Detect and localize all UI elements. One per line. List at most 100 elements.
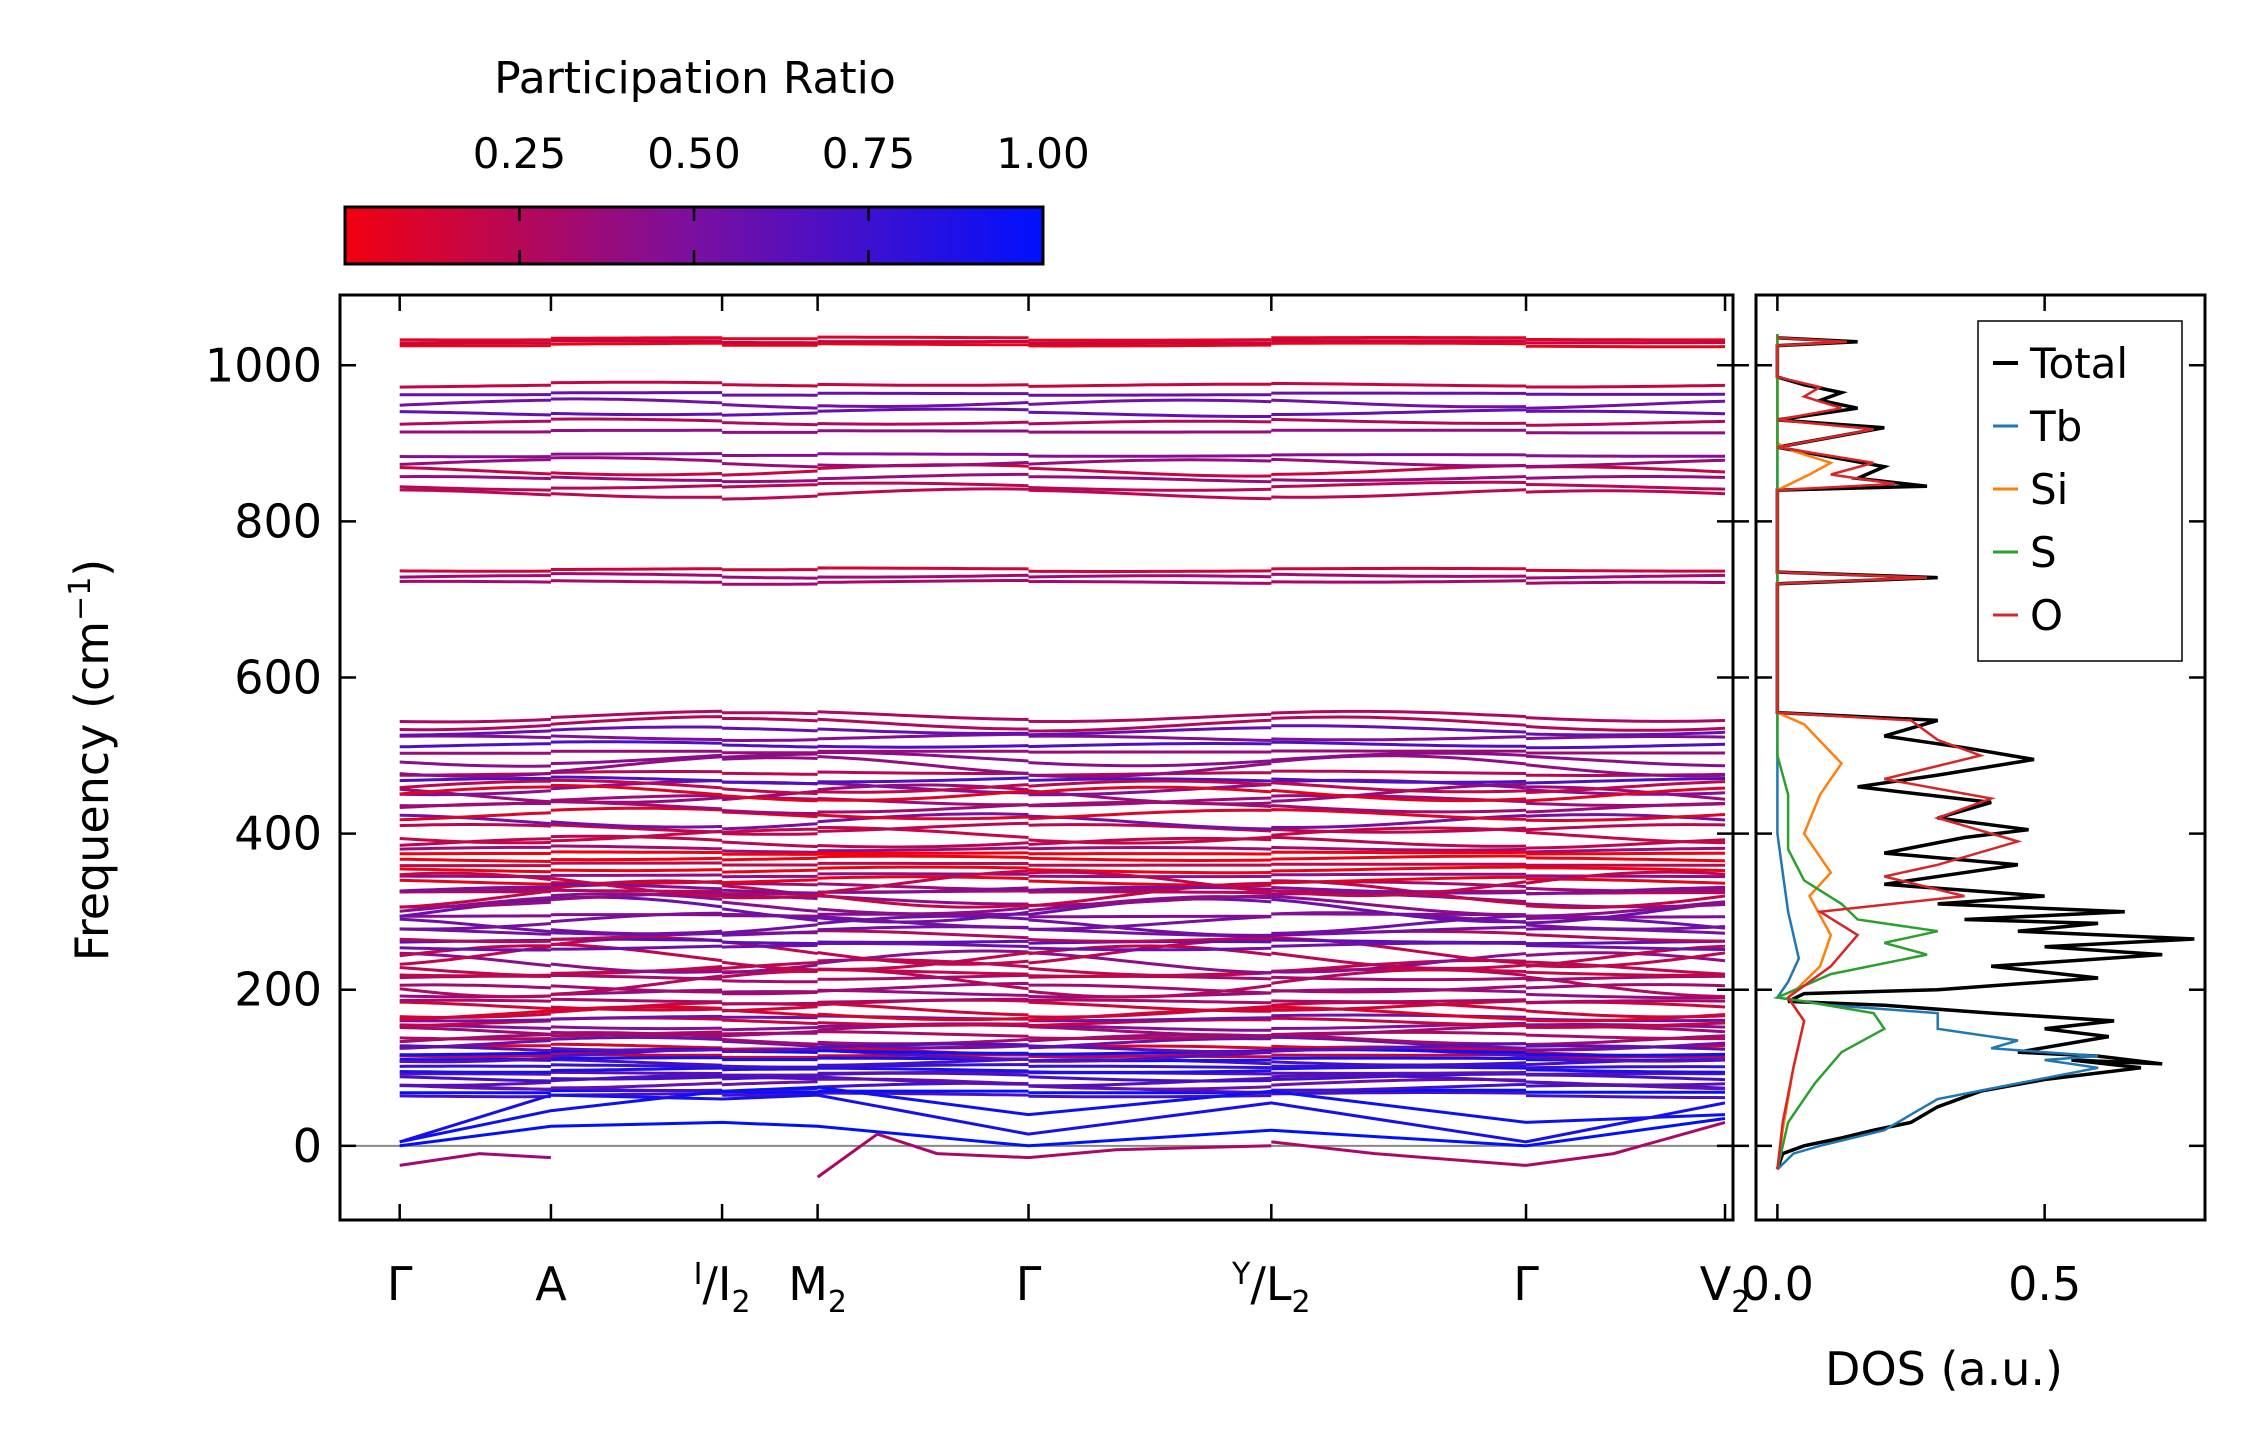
dos-tick-label: 0.0 (1741, 1257, 1814, 1311)
kpoint-label-gamma1: Γ (387, 1257, 413, 1311)
frequency-tick-label: 400 (234, 807, 322, 861)
dos-series-si (1776, 334, 1844, 1170)
band-line (399, 882, 1726, 896)
band-line (399, 380, 1726, 389)
band-line (399, 715, 1726, 733)
dos-x-axis: 0.0 0.5 (1741, 295, 2205, 1311)
band-line (399, 709, 1726, 724)
band-line (399, 826, 1726, 845)
frequency-tick-label: 1000 (205, 338, 322, 392)
band-line (399, 949, 1726, 975)
band-line-acoustic-1 (399, 1117, 1726, 1148)
legend-frame (1977, 320, 2183, 662)
band-line (399, 806, 1726, 822)
band-line (399, 812, 1726, 831)
colorbar-ticks: 0.25 0.50 0.75 1.00 (473, 129, 1090, 264)
frequency-tick-label: 0 (293, 1119, 322, 1173)
band-line (399, 875, 1726, 887)
kpoint-label-A: A (535, 1257, 567, 1311)
kpoint-label-YL2: Y/L2 (1231, 1257, 1311, 1320)
band-line (399, 341, 1726, 349)
band-line (399, 391, 1725, 397)
legend-label-si: Si (2030, 465, 2068, 514)
band-line (399, 997, 1726, 1006)
colorbar-title: Participation Ratio (494, 53, 896, 104)
band-line-imag-1 (399, 1152, 551, 1167)
band-line (399, 572, 1726, 580)
kpoint-label-M2: M2 (788, 1257, 847, 1320)
band-line (399, 879, 1726, 910)
band-line (399, 397, 1726, 410)
band-line (399, 821, 1726, 836)
band-line (399, 456, 1726, 469)
dos-series-tb (1775, 334, 2099, 1171)
band-line (399, 941, 1726, 952)
band-structure-panel: 0 200 400 600 800 1000 Γ A I/I2 M2 Γ Y/L2 Γ V2 Frequ… (63, 293, 1750, 1320)
band-line (399, 872, 1725, 879)
band-line (399, 778, 1726, 796)
dos-legend: Total Tb Si SO (1977, 320, 2183, 662)
band-line (399, 769, 1726, 777)
band-line (399, 1056, 1726, 1063)
band-line (399, 1042, 1726, 1054)
band-line (399, 740, 1726, 750)
band-line (399, 732, 1726, 742)
band-line-imag-2 (816, 1132, 1272, 1179)
band-line (399, 417, 1726, 427)
band-line (399, 1091, 1726, 1100)
dos-series-s (1772, 334, 1938, 1170)
band-line (399, 914, 1726, 937)
band-line (399, 452, 1725, 459)
band-line (399, 1035, 1726, 1052)
legend-items: Total Tb Si SO (1993, 339, 2128, 640)
kpath-axis: Γ A I/I2 M2 Γ Y/L2 Γ V2 (387, 295, 1750, 1320)
band-line (399, 1065, 1726, 1074)
legend-label-tb: Tb (2029, 402, 2082, 451)
band-line (399, 472, 1726, 484)
dos-axis-label: DOS (a.u.) (1825, 1342, 2063, 1396)
band-line (399, 578, 1725, 586)
colorbar-tick-label: 0.50 (647, 129, 741, 178)
dos-tick-label: 0.5 (2008, 1257, 2081, 1311)
band-line (399, 428, 1725, 435)
band-line (399, 869, 1726, 900)
frequency-tick-label: 800 (234, 494, 322, 548)
band-line (399, 566, 1725, 573)
dos-lines (1772, 334, 2195, 1171)
kpoint-label-I2I: I/I2 (694, 1257, 751, 1320)
dos-panel: 0.0 0.5 DOS (a.u.) Total Tb Si SO (1741, 293, 2207, 1396)
band-axes-frame (338, 293, 1735, 1222)
band-line (399, 754, 1726, 779)
dos-series-o (1776, 336, 2023, 1170)
frequency-axis: 0 200 400 600 800 1000 (205, 338, 1749, 1173)
legend-label-s: S (2030, 528, 2057, 577)
kpoint-label-gamma2: Γ (1016, 1257, 1042, 1311)
colorbar: Participation Ratio 0.25 0.50 0.75 1.00 (343, 53, 1090, 266)
band-line (399, 854, 1726, 863)
band-line-optical-low-2 (399, 1093, 1726, 1144)
colorbar-tick-label: 0.25 (473, 129, 567, 178)
band-line (399, 844, 1725, 854)
band-line-imag-3 (1271, 1120, 1726, 1167)
legend-label-o: O (2030, 591, 2063, 640)
frequency-axis-label: Frequency (cm−1) (63, 559, 119, 962)
band-line (399, 751, 1726, 768)
band-line (399, 335, 1725, 342)
band-line (399, 850, 1725, 856)
band-line-optical-low-1 (399, 1085, 1726, 1144)
band-lines (399, 335, 1726, 1179)
band-line (399, 407, 1726, 418)
kpoint-label-V2: V2 (1700, 1257, 1751, 1320)
dos-axes-frame (1754, 293, 2207, 1222)
colorbar-tick-label: 1.00 (996, 129, 1090, 178)
frequency-tick-label: 200 (234, 963, 322, 1017)
band-line (399, 775, 1726, 785)
legend-label-total: Total (2029, 339, 2128, 388)
colorbar-tick-label: 0.75 (822, 129, 916, 178)
band-line (399, 981, 1726, 996)
band-line (399, 724, 1726, 737)
band-line (399, 339, 1725, 345)
band-line (399, 487, 1726, 501)
band-line (399, 861, 1725, 868)
